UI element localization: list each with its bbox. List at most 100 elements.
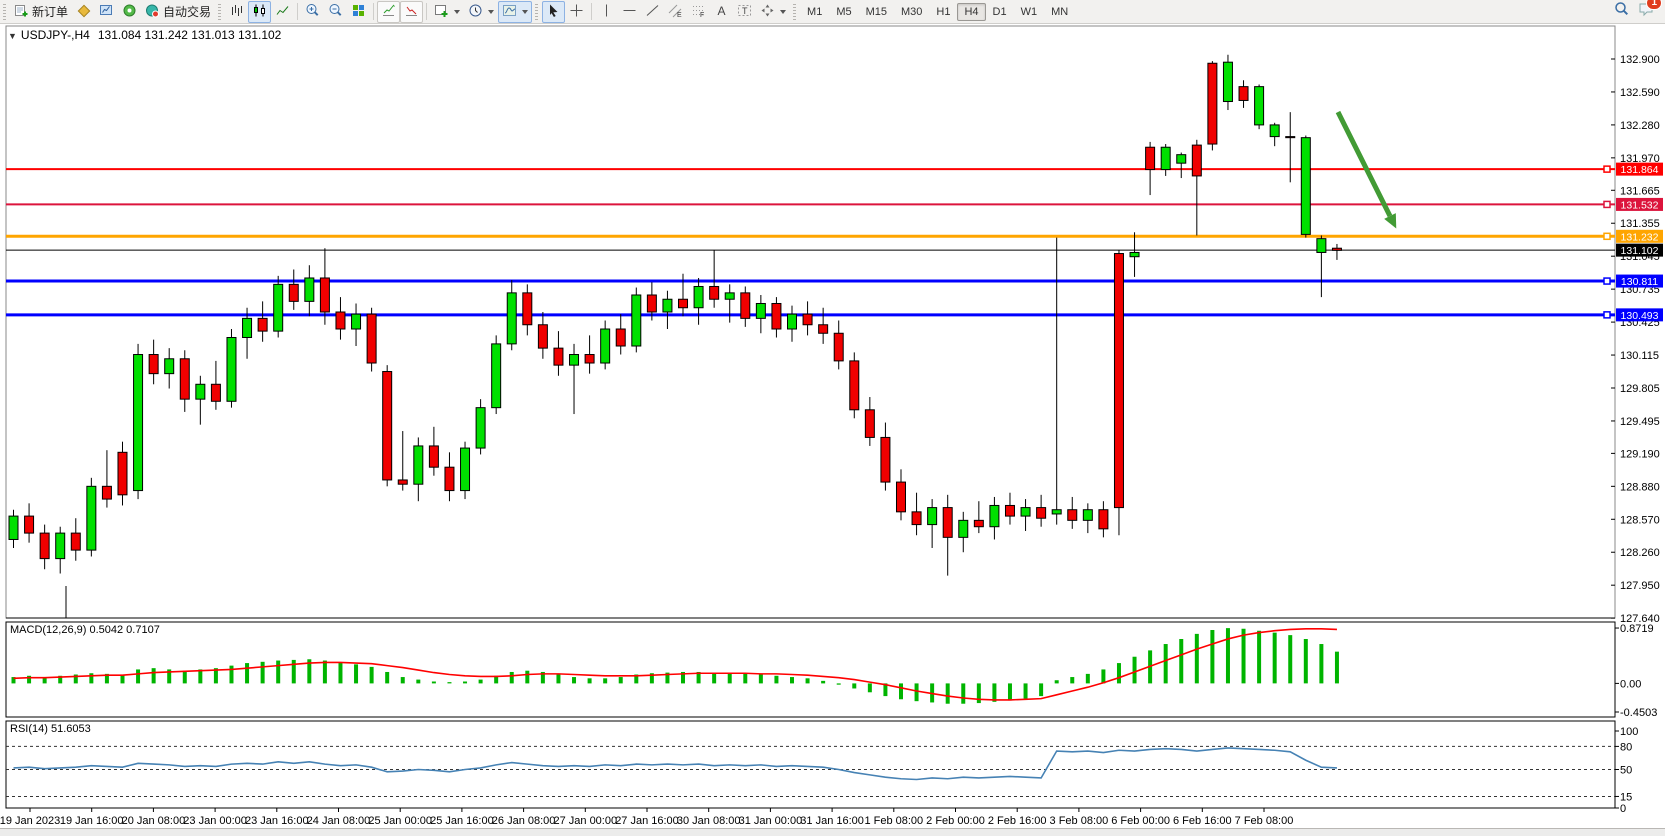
vertical-line-button[interactable]	[595, 1, 618, 23]
zoom-out-button[interactable]	[324, 1, 347, 23]
candle-up	[226, 337, 237, 402]
candle-down	[895, 481, 906, 513]
trendline-button[interactable]	[641, 1, 664, 23]
trend-arrow-annotation[interactable]	[1335, 110, 1393, 218]
timefram-mn-button[interactable]: MN	[1051, 5, 1069, 18]
auto-trading-button[interactable]: 自动交易	[141, 1, 215, 23]
crosshair-icon	[569, 3, 584, 21]
candle-down	[210, 383, 221, 402]
candle-down	[428, 445, 439, 468]
profiles-button[interactable]	[72, 1, 95, 23]
candle-up	[1222, 61, 1233, 103]
time-axis-label: 24 Jan 08:00	[307, 815, 371, 827]
candle-up	[164, 358, 175, 375]
candle-up	[755, 302, 766, 319]
candle-up	[631, 294, 642, 347]
line-handle[interactable]	[1603, 165, 1611, 173]
candle-up	[8, 515, 19, 540]
chevron-down-icon	[454, 9, 461, 14]
candle-down	[335, 311, 346, 330]
price-badge-text: 131.232	[1621, 231, 1659, 243]
candle-down	[537, 324, 548, 349]
candle-down	[1098, 509, 1109, 530]
new-chart-button[interactable]	[430, 1, 464, 23]
timeframe-m15-button[interactable]: M15	[865, 5, 887, 18]
chevron-down-icon	[488, 9, 495, 14]
toolbar-grip[interactable]	[3, 3, 6, 20]
line-handle[interactable]	[1603, 311, 1611, 319]
new-order-button[interactable]: 新订单	[10, 1, 72, 23]
bar-chart-button[interactable]	[225, 1, 248, 23]
tile-windows-button[interactable]	[347, 1, 370, 23]
candle-down	[1191, 144, 1202, 177]
price-axis-label: 127.950	[1620, 580, 1660, 592]
indicator-window-button[interactable]	[377, 0, 401, 23]
timeframe-m1-button[interactable]: M1	[807, 5, 823, 18]
fibonacci-button[interactable]: F	[687, 1, 710, 23]
price-axis-label: 132.280	[1620, 120, 1660, 132]
new-chart-icon	[434, 3, 449, 21]
chat-button[interactable]: 1	[1638, 0, 1662, 22]
price-badge-rect	[1616, 162, 1663, 176]
rsi-pane	[5, 720, 1616, 809]
toolbar-grip[interactable]	[535, 3, 539, 20]
channel-button[interactable]: E	[664, 1, 687, 23]
candle-up	[787, 313, 797, 330]
timeframe-m30-button[interactable]: M30	[901, 5, 923, 18]
crosshair-button[interactable]	[565, 1, 588, 23]
text-button[interactable]: A	[710, 1, 733, 23]
price-axis-label: 128.570	[1620, 514, 1660, 526]
rsi-axis-label: 80	[1620, 741, 1632, 753]
indicator-tester-button[interactable]	[400, 0, 424, 23]
timeframe-w1-button[interactable]: W1	[1020, 5, 1038, 18]
collapse-chart-icon[interactable]: ▼	[8, 31, 17, 41]
time-axis-label: 19 Jan 2023	[0, 815, 60, 827]
time-axis-label: 27 Jan 00:00	[553, 815, 617, 827]
time-axis-label: 20 Jan 08:00	[122, 815, 186, 827]
price-badge: 131.532	[1616, 197, 1663, 211]
time-axis-label: 7 Feb 08:00	[1235, 815, 1294, 827]
zoom-in-button[interactable]	[301, 1, 324, 23]
trend-arrow-head[interactable]	[1384, 213, 1397, 229]
candle-down	[288, 283, 299, 302]
line-chart-button[interactable]	[271, 1, 294, 23]
candle-down	[39, 532, 50, 560]
time-axis-label: 25 Jan 00:00	[368, 815, 432, 827]
macd-pane	[5, 621, 1616, 718]
cursor-button[interactable]	[542, 0, 566, 23]
profiles-icon	[76, 3, 91, 21]
search-icon[interactable]	[1614, 1, 1630, 22]
chart-shift-button[interactable]	[498, 0, 533, 23]
charts-button[interactable]	[95, 1, 118, 23]
candlestick-chart-button[interactable]	[248, 0, 272, 23]
candle-up	[1269, 124, 1280, 138]
toolbar-grip[interactable]	[793, 3, 797, 20]
candle-up	[351, 313, 362, 330]
candle-up	[273, 283, 284, 332]
svg-text:E: E	[677, 12, 682, 18]
price-axis-label: 132.590	[1620, 87, 1660, 99]
chart-shift-icon	[502, 3, 517, 21]
line-handle[interactable]	[1603, 232, 1611, 241]
text-label-button[interactable]: T	[733, 1, 756, 23]
timeframe-d1-button[interactable]: D1	[992, 5, 1007, 18]
candle-down	[1331, 247, 1342, 251]
candle-down	[1145, 146, 1156, 171]
chart-window: 132.900 132.590 132.280 131.970 131.665 131.3…	[0, 24, 1665, 828]
signals-button[interactable]	[118, 1, 141, 23]
candle-down	[678, 298, 689, 309]
timeframe-h1-button[interactable]: H1	[936, 5, 951, 18]
candlesticks	[8, 54, 1342, 576]
time-axis-label: 31 Jan 00:00	[739, 815, 803, 827]
line-handle[interactable]	[1603, 277, 1611, 285]
timeframe-m5-button[interactable]: M5	[836, 5, 852, 18]
line-handle[interactable]	[1603, 200, 1611, 209]
price-badge-text: 130.493	[1621, 310, 1659, 322]
toolbar-grip[interactable]	[218, 3, 222, 20]
timeframe-h4-button[interactable]: H4	[957, 2, 986, 21]
period-clock-button[interactable]	[464, 1, 498, 23]
arrows-button[interactable]	[756, 1, 790, 23]
chart-symbol-title: USDJPY-,H4	[20, 28, 90, 42]
auto-trading-label: 自动交易	[163, 5, 212, 19]
horizontal-line-button[interactable]	[618, 1, 641, 23]
